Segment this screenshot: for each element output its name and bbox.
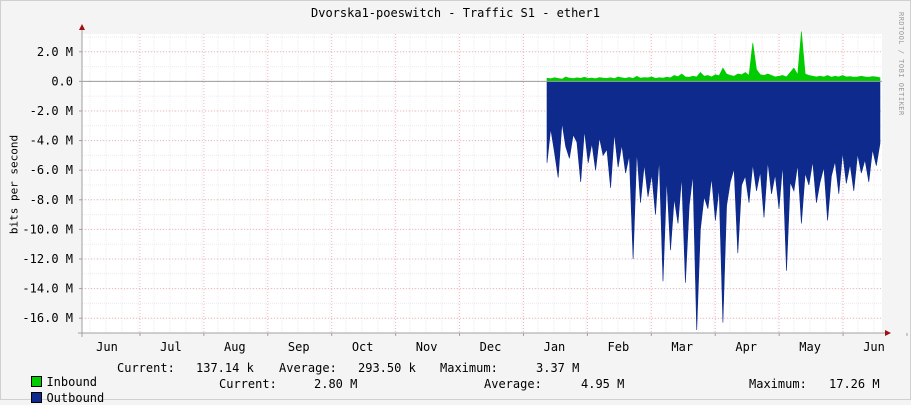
- y-tick-label: -4.0 M: [30, 134, 73, 148]
- x-tick-label: Sep: [288, 340, 310, 354]
- legend-inbound-average-label: Average:: [279, 361, 337, 375]
- x-tick-label: Apr: [735, 340, 757, 354]
- x-tick-label: Jun: [96, 340, 118, 354]
- y-tick-label: 0.0: [51, 74, 73, 88]
- x-tick-label: Jun: [863, 340, 885, 354]
- legend-outbound-name: Outbound: [46, 391, 105, 405]
- legend-outbound-current: 2.80 M: [314, 377, 358, 391]
- x-tick-label: Jan: [544, 340, 566, 354]
- watermark: RRDTOOL / TOBI OETIKER: [897, 12, 905, 116]
- chart-title: Dvorska1-poeswitch - Traffic S1 - ether1: [311, 6, 600, 20]
- legend-inbound-swatch: [31, 376, 43, 387]
- x-tick-label: Jul: [160, 340, 182, 354]
- y-tick-label: -6.0 M: [30, 163, 73, 177]
- legend-outbound-swatch: [31, 392, 43, 403]
- legend-inbound-maximum-label: Maximum:: [440, 361, 498, 375]
- y-axis-arrow: [79, 24, 85, 30]
- y-tick-label: -16.0 M: [22, 311, 73, 325]
- y-tick-label: -8.0 M: [30, 193, 73, 207]
- legend-inbound-maximum: 3.37 M: [536, 361, 580, 375]
- legend-outbound-maximum: 17.26 M: [829, 377, 880, 391]
- x-tick-label: Dec: [480, 340, 502, 354]
- legend-inbound-name: Inbound: [46, 375, 98, 389]
- legend-inbound-current-label: Current:: [117, 361, 175, 375]
- legend-outbound-maximum-label: Maximum:: [749, 377, 807, 391]
- series-inbound-area: [546, 31, 881, 82]
- x-tick-label: Mar: [671, 340, 693, 354]
- x-axis-arrow: [885, 330, 891, 336]
- legend-inbound-current: 137.14 k: [196, 361, 254, 375]
- legend-inbound-average: 293.50 k: [358, 361, 416, 375]
- x-tick-label: Aug: [224, 340, 246, 354]
- x-tick-label: May: [799, 340, 821, 354]
- legend-outbound: Outbound: [17, 377, 104, 405]
- y-tick-label: -12.0 M: [22, 252, 73, 266]
- x-tick-label: Oct: [352, 340, 374, 354]
- x-tick-label: Nov: [416, 340, 438, 354]
- legend-outbound-average-label: Average:: [484, 377, 542, 391]
- legend-inbound: Inbound: [17, 361, 97, 389]
- y-tick-label: 2.0 M: [37, 45, 73, 59]
- y-tick-label: -14.0 M: [22, 282, 73, 296]
- y-tick-label: -2.0 M: [30, 104, 73, 118]
- x-tick-label: Feb: [608, 340, 630, 354]
- legend-outbound-average: 4.95 M: [581, 377, 625, 391]
- y-tick-label: -10.0 M: [22, 222, 73, 236]
- legend-outbound-current-label: Current:: [219, 377, 277, 391]
- series-outbound-area: [546, 81, 881, 331]
